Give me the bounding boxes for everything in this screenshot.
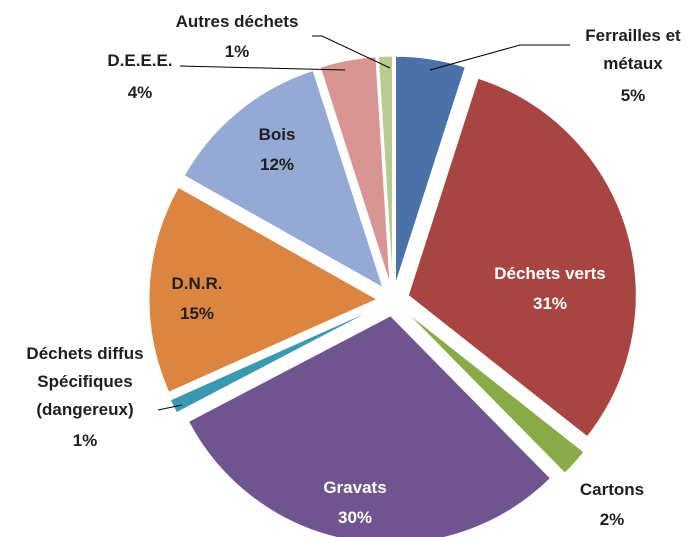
slice-percent: 5%	[620, 86, 646, 105]
leader-line	[312, 35, 391, 69]
pie-slice	[407, 77, 637, 438]
pie-slice	[377, 55, 394, 285]
pie-slice	[394, 55, 466, 285]
slice-percent: 12%	[259, 155, 295, 174]
leader-line	[179, 65, 346, 71]
slice-percent: 31%	[532, 294, 568, 313]
slice-label: Gravats	[323, 478, 387, 497]
slice-label: D.N.R.	[171, 274, 223, 293]
slice-percent: 30%	[337, 508, 373, 527]
leader-line	[157, 404, 183, 411]
slice-percent: 1%	[224, 42, 250, 61]
slice-label: Déchets verts	[494, 264, 606, 283]
slice-label: Ferrailles et métaux	[585, 26, 681, 73]
slice-percent: 2%	[599, 510, 625, 529]
slice-label: Cartons	[579, 480, 645, 499]
pie-slice	[319, 56, 391, 285]
pie-slice	[148, 186, 379, 393]
slice-percent: 4%	[127, 83, 153, 102]
pie-slice	[187, 315, 552, 537]
pie-slice	[183, 69, 384, 289]
slice-label: Bois	[258, 125, 296, 144]
slice-label: Déchets diffus Spécifiques (dangereux)	[26, 344, 144, 419]
pie-slice	[404, 310, 585, 474]
slice-label: D.E.E.E.	[107, 51, 173, 70]
leader-line	[429, 44, 570, 71]
slice-percent: 1%	[72, 431, 98, 450]
slice-label: Autres déchets	[175, 12, 299, 31]
slice-percent: 15%	[179, 304, 215, 323]
